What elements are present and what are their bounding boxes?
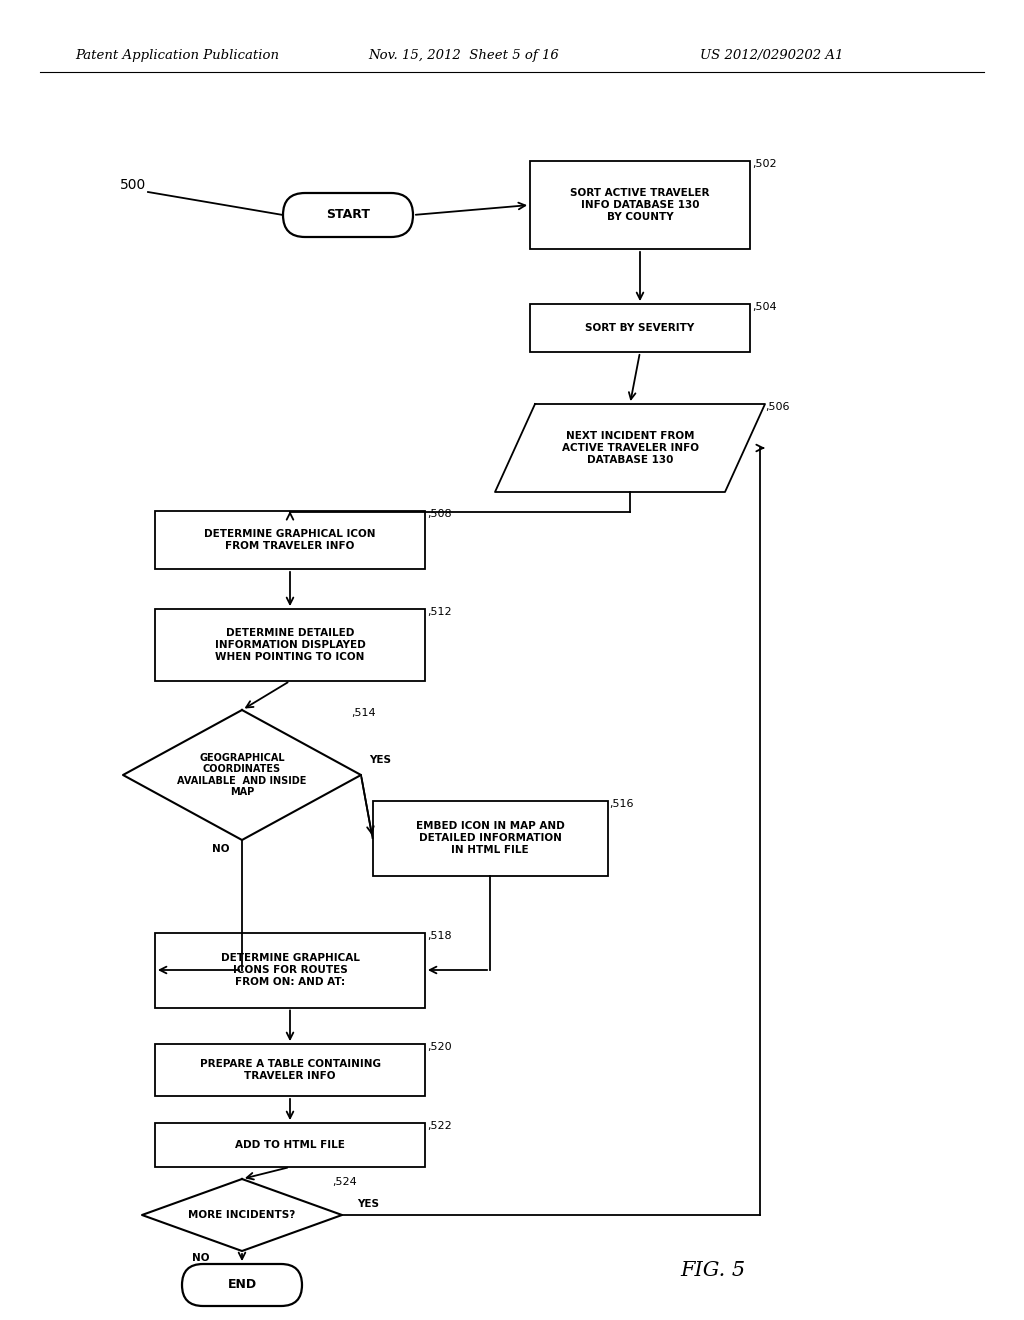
Text: ,524: ,524 — [332, 1177, 356, 1187]
Text: DETERMINE DETAILED
INFORMATION DISPLAYED
WHEN POINTING TO ICON: DETERMINE DETAILED INFORMATION DISPLAYED… — [215, 628, 366, 661]
Text: ,514: ,514 — [351, 708, 376, 718]
Text: DETERMINE GRAPHICAL
ICONS FOR ROUTES
FROM ON: AND AT:: DETERMINE GRAPHICAL ICONS FOR ROUTES FRO… — [220, 953, 359, 986]
Text: Nov. 15, 2012  Sheet 5 of 16: Nov. 15, 2012 Sheet 5 of 16 — [368, 49, 559, 62]
Text: ,516: ,516 — [609, 799, 634, 808]
Text: ,504: ,504 — [752, 302, 776, 312]
Text: ,508: ,508 — [427, 510, 452, 519]
Bar — [155, 1123, 425, 1167]
Text: MORE INCIDENTS?: MORE INCIDENTS? — [188, 1210, 296, 1220]
Text: ,502: ,502 — [752, 158, 776, 169]
Bar — [155, 511, 425, 569]
Text: US 2012/0290202 A1: US 2012/0290202 A1 — [700, 49, 844, 62]
Polygon shape — [495, 404, 765, 492]
Bar — [155, 932, 425, 1007]
Text: 500: 500 — [120, 178, 146, 191]
Text: YES: YES — [369, 755, 391, 766]
FancyBboxPatch shape — [182, 1265, 302, 1305]
Text: ,522: ,522 — [427, 1121, 452, 1131]
Text: START: START — [326, 209, 370, 222]
Text: NO: NO — [193, 1253, 210, 1263]
Bar — [155, 1044, 425, 1096]
Text: PREPARE A TABLE CONTAINING
TRAVELER INFO: PREPARE A TABLE CONTAINING TRAVELER INFO — [200, 1059, 381, 1081]
Bar — [373, 800, 607, 875]
Text: SORT ACTIVE TRAVELER
INFO DATABASE 130
BY COUNTY: SORT ACTIVE TRAVELER INFO DATABASE 130 B… — [570, 189, 710, 222]
Text: FIG. 5: FIG. 5 — [680, 1261, 745, 1279]
Text: EMBED ICON IN MAP AND
DETAILED INFORMATION
IN HTML FILE: EMBED ICON IN MAP AND DETAILED INFORMATI… — [416, 821, 564, 854]
Text: ,520: ,520 — [427, 1041, 452, 1052]
Bar — [155, 609, 425, 681]
Text: DETERMINE GRAPHICAL ICON
FROM TRAVELER INFO: DETERMINE GRAPHICAL ICON FROM TRAVELER I… — [204, 529, 376, 550]
Text: NO: NO — [212, 843, 229, 854]
Text: ADD TO HTML FILE: ADD TO HTML FILE — [236, 1140, 345, 1150]
FancyBboxPatch shape — [283, 193, 413, 238]
Bar — [530, 304, 750, 352]
Text: NEXT INCIDENT FROM
ACTIVE TRAVELER INFO
DATABASE 130: NEXT INCIDENT FROM ACTIVE TRAVELER INFO … — [561, 432, 698, 465]
Text: GEOGRAPHICAL
COORDINATES
AVAILABLE  AND INSIDE
MAP: GEOGRAPHICAL COORDINATES AVAILABLE AND I… — [177, 752, 306, 797]
Text: ,518: ,518 — [427, 931, 452, 940]
Polygon shape — [142, 1179, 342, 1251]
Polygon shape — [123, 710, 361, 840]
Bar — [530, 161, 750, 249]
Text: ,506: ,506 — [765, 403, 790, 412]
Text: YES: YES — [357, 1199, 379, 1209]
Text: END: END — [227, 1279, 257, 1291]
Text: SORT BY SEVERITY: SORT BY SEVERITY — [586, 323, 694, 333]
Text: ,512: ,512 — [427, 607, 452, 616]
Text: Patent Application Publication: Patent Application Publication — [75, 49, 279, 62]
